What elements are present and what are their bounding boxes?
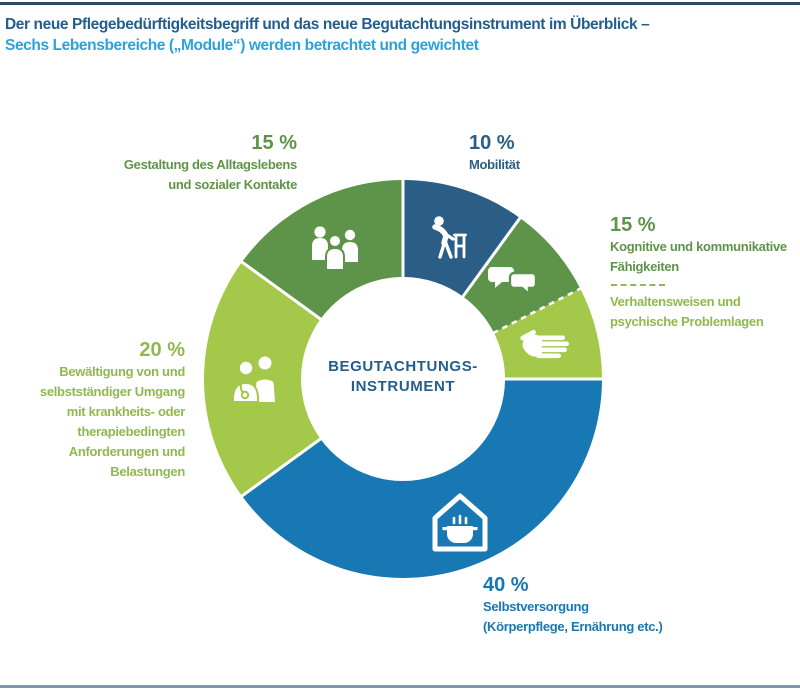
slice-boundary [461, 216, 522, 299]
top-rule [0, 2, 800, 5]
label-line: therapiebedingten [77, 424, 185, 439]
slice-boundary [240, 437, 323, 498]
walker-icon [432, 216, 467, 259]
percent-value: 20 % [139, 339, 185, 361]
label-line: Verhaltensweisen und [610, 294, 741, 309]
donut-slice-5 [204, 262, 321, 496]
label-line: Kognitive und kommunikative [610, 239, 787, 254]
label-line: Mobilität [469, 157, 520, 172]
label-line: mit krankheits- oder [66, 404, 186, 419]
label-line: psychische Problemlagen [610, 314, 764, 329]
page-title: Der neue Pflegebedürftigkeitsbegriff und… [5, 14, 785, 56]
label-line: und sozialer Kontakte [168, 177, 297, 192]
title-line-1: Der neue Pflegebedürftigkeitsbegriff und… [5, 16, 650, 33]
donut-slice-4 [242, 379, 602, 578]
bottom-rule [0, 685, 800, 688]
label-kognitive: 15 % Kognitive und kommunikative Fähigke… [610, 213, 787, 332]
title-line-2: Sechs Lebensbereiche („Module“) werden b… [5, 37, 479, 54]
label-line: Gestaltung des Alltagslebens [123, 157, 297, 172]
slice-boundaries [240, 179, 603, 498]
donut-slice-3 [493, 288, 602, 379]
dashed-separator [611, 284, 665, 286]
label-line: Selbstversorgung [483, 599, 589, 614]
percent-value: 10 % [469, 132, 515, 154]
label-selbstversorgung: 40 % Selbstversorgung (Körperpflege, Ern… [483, 573, 663, 637]
label-line: Anforderungen und [68, 444, 186, 459]
people-group-icon [312, 226, 358, 271]
center-label-line-2: INSTRUMENT [350, 378, 456, 395]
label-line: Bewältigung von und [59, 364, 185, 379]
center-label-line-1: BEGUTACHTUNGS- [328, 358, 478, 375]
donut-slice-1 [403, 180, 520, 297]
label-line: (Körperpflege, Ernährung etc.) [483, 619, 663, 634]
doctor-patient-icon [231, 356, 275, 403]
donut-center-label: BEGUTACHTUNGS- INSTRUMENT [283, 357, 523, 397]
label-gestaltung: 15 % Gestaltung des Alltagslebens und so… [124, 131, 297, 195]
label-line: Belastungen [110, 464, 185, 479]
percent-value: 40 % [483, 574, 529, 596]
percent-value: 15 % [251, 132, 297, 154]
label-mobilitaet: 10 % Mobilität [469, 131, 520, 175]
percent-value: 15 % [610, 214, 656, 236]
hand-icon [520, 329, 569, 359]
slice-boundary [240, 260, 323, 321]
house-pot-icon [432, 493, 488, 552]
label-line: selbstständiger Umgang [39, 384, 185, 399]
label-line: Fähigkeiten [610, 259, 679, 274]
speech-bubbles-icon [488, 267, 538, 297]
label-bewaeltigung: 20 % Bewältigung von und selbstständiger… [40, 338, 185, 482]
